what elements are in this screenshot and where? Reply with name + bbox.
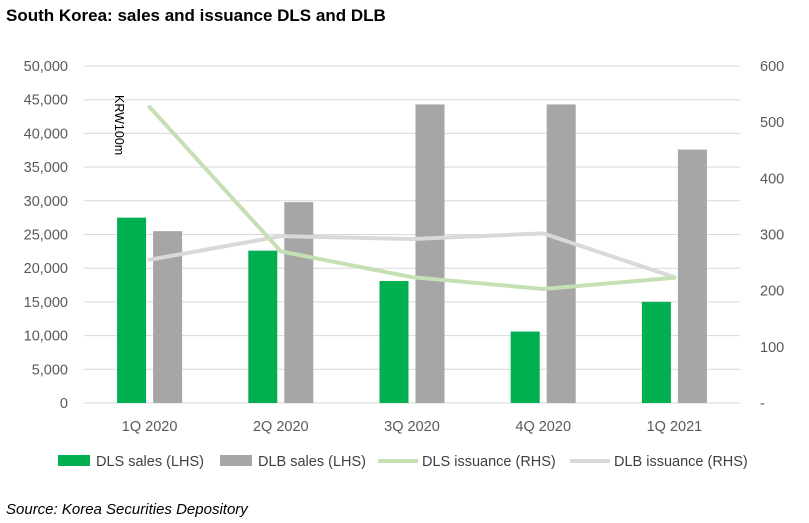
left-tick-label: 25,000 <box>24 228 68 244</box>
legend-swatch <box>58 455 90 466</box>
category-label: 3Q 2020 <box>384 419 440 435</box>
bar-dls-sales <box>248 250 278 403</box>
left-tick-label: 30,000 <box>24 194 68 210</box>
left-tick-label: 20,000 <box>24 261 68 277</box>
left-tick-label: 5,000 <box>32 362 68 378</box>
right-tick-label: 300 <box>760 228 784 244</box>
legend-label: DLS issuance (RHS) <box>422 454 556 470</box>
right-axis-ticks: - 100 200 300 400 500 600 <box>760 59 784 412</box>
left-tick-label: 35,000 <box>24 160 68 176</box>
right-tick-label: - <box>760 396 765 412</box>
bar-dlb-sales <box>284 202 314 403</box>
gridlines <box>84 65 740 404</box>
line-series <box>147 105 677 291</box>
bar-series <box>117 104 707 403</box>
unit-label-text: KRW100m <box>112 95 126 155</box>
legend-label: DLB issuance (RHS) <box>614 454 748 470</box>
legend-label: DLS sales (LHS) <box>96 454 204 470</box>
legend-swatch <box>220 455 252 466</box>
left-tick-label: 0 <box>60 396 68 412</box>
right-tick-label: 400 <box>760 171 784 187</box>
bar-dls-sales <box>117 217 147 403</box>
bar-dlb-sales <box>546 104 576 403</box>
legend: DLS sales (LHS) DLB sales (LHS) DLS issuan… <box>58 454 748 470</box>
right-tick-label: 500 <box>760 115 784 131</box>
left-tick-label: 40,000 <box>24 126 68 142</box>
right-tick-label: 100 <box>760 340 784 356</box>
category-label: 4Q 2020 <box>515 419 571 435</box>
category-label: 2Q 2020 <box>253 419 309 435</box>
line-dlb-issuance <box>147 231 677 280</box>
unit-label: KRW100m <box>112 95 126 155</box>
left-tick-label: 15,000 <box>24 295 68 311</box>
left-tick-label: 45,000 <box>24 93 68 109</box>
bar-dls-sales <box>379 281 409 403</box>
right-tick-label: 200 <box>760 284 784 300</box>
right-tick-label: 600 <box>760 59 784 75</box>
category-label: 1Q 2021 <box>647 419 703 435</box>
left-tick-label: 50,000 <box>24 59 68 75</box>
left-axis-ticks: 0 5,000 10,000 15,000 20,000 25,000 30,000 35,0… <box>24 59 68 412</box>
legend-label: DLB sales (LHS) <box>258 454 366 470</box>
left-tick-label: 10,000 <box>24 329 68 345</box>
category-label: 1Q 2020 <box>122 419 178 435</box>
category-labels: 1Q 2020 2Q 2020 3Q 2020 4Q 2020 1Q 2021 <box>122 419 702 435</box>
bar-dls-sales <box>510 331 540 403</box>
line-dls-issuance <box>147 105 677 291</box>
bar-dlb-sales <box>677 149 707 403</box>
chart-title: South Korea: sales and issuance DLS and … <box>6 6 386 25</box>
bar-dlb-sales <box>415 104 445 403</box>
bar-dls-sales <box>641 301 671 403</box>
source-note: Source: Korea Securities Depository <box>6 501 248 518</box>
